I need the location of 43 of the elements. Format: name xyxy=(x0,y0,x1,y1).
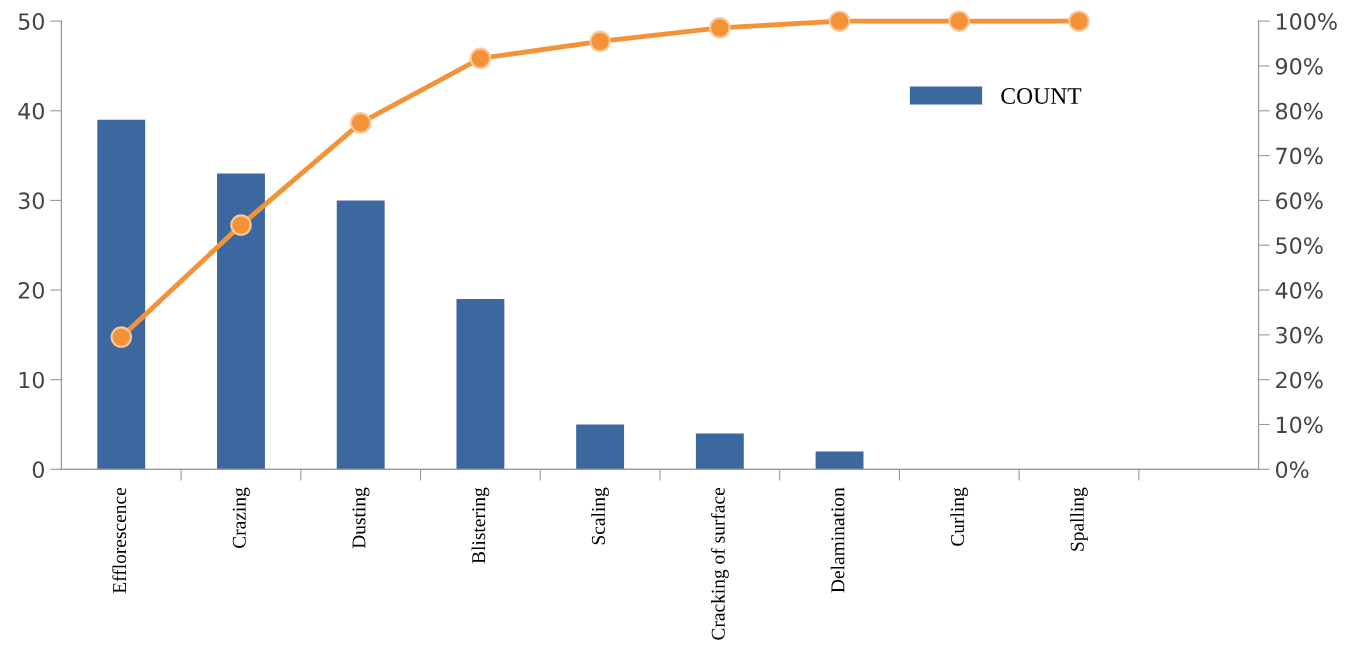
bar xyxy=(695,433,744,470)
x-tick-label: Blistering xyxy=(471,487,490,564)
y2-tick-label: 100% xyxy=(1276,13,1337,30)
y2-tick-label: 0% xyxy=(1275,461,1309,479)
y2-tick-label: 70% xyxy=(1276,147,1323,165)
point xyxy=(589,30,611,53)
x-tick-label: Dusting xyxy=(352,487,370,549)
point xyxy=(1068,10,1090,32)
point xyxy=(110,326,133,348)
y2-tick-label: 60% xyxy=(1276,192,1323,210)
y-tick-label: 50 xyxy=(18,13,44,30)
y2-tick-label: 40% xyxy=(1275,282,1323,299)
y2-tick-label: 30% xyxy=(1276,326,1323,344)
y2-tick-label: 50% xyxy=(1276,237,1323,254)
y-tick-label: 30 xyxy=(18,192,44,210)
y2-tick-label: 90% xyxy=(1275,57,1323,75)
bar xyxy=(456,299,505,470)
y2-tick-label: 10% xyxy=(1276,416,1323,434)
y-tick-label: 0 xyxy=(32,461,44,479)
x-tick-label: Crazing xyxy=(232,487,250,548)
y2-tick-label: 80% xyxy=(1276,102,1323,120)
y-tick-label: 10 xyxy=(19,371,44,389)
point xyxy=(828,10,851,32)
y-tick-label: 40 xyxy=(18,102,44,120)
x-tick-label: Efflorescence xyxy=(112,487,127,594)
point xyxy=(709,17,731,39)
legend-label: COUNT xyxy=(1001,88,1082,104)
bar xyxy=(815,451,864,470)
x-tick-label: Curling xyxy=(950,487,969,546)
point xyxy=(469,47,492,70)
x-tick-label: Cracking of surface xyxy=(710,487,729,640)
y-tick-label: 20 xyxy=(18,282,44,299)
y2-tick-label: 20% xyxy=(1276,371,1323,389)
point xyxy=(230,214,252,236)
bar xyxy=(217,173,265,470)
x-tick-label: Scaling xyxy=(591,487,609,545)
x-tick-label: Delamination xyxy=(830,487,845,593)
bar xyxy=(336,200,385,470)
point xyxy=(948,10,971,32)
bar xyxy=(97,119,146,470)
point xyxy=(349,112,372,134)
bar xyxy=(576,424,625,470)
x-tick-label: Spalling xyxy=(1070,487,1088,551)
